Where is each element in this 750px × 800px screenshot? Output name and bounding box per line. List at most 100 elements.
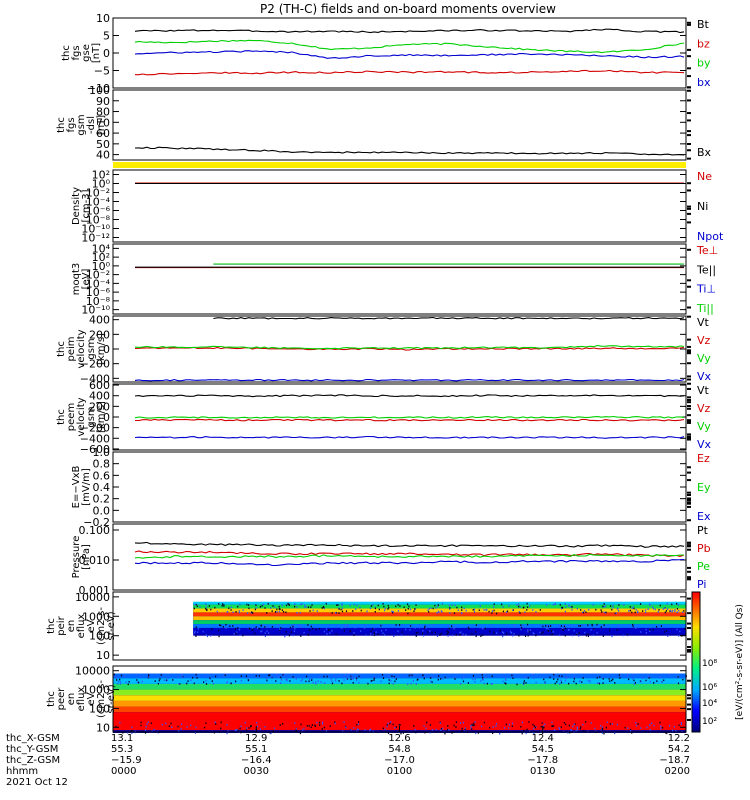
spectrogram-noise (281, 604, 283, 607)
y-tick-label: −600 (80, 443, 110, 456)
spectrogram-noise (120, 674, 123, 677)
spectrogram-noise (464, 676, 467, 679)
spectrogram-noise (341, 604, 343, 606)
spectrogram-noise (558, 634, 561, 637)
spectrogram-noise (609, 680, 611, 683)
spectrogram-noise (682, 611, 684, 613)
spectrogram-noise (617, 626, 619, 628)
spectrogram-noise (454, 626, 457, 629)
spectrogram-noise (293, 624, 295, 627)
spectrogram-noise (634, 681, 636, 684)
colorbar-tick-label: 10² (702, 717, 717, 727)
spectrogram-noise (333, 675, 335, 677)
y-tick-label: 10⁰ (92, 178, 111, 191)
spectrogram-noise (676, 608, 679, 610)
spectrogram-noise (237, 729, 239, 732)
series-line (134, 394, 685, 398)
panel-0: 10 5 0 −5 −10 thc fgs gse [nT] Bt bz by bx (61, 12, 711, 95)
spectrogram-noise (212, 683, 215, 685)
spectrogram-noise (115, 677, 117, 680)
spectrogram-noise (390, 721, 392, 723)
spectrogram-noise (680, 722, 682, 724)
spectrogram-noise (583, 729, 585, 732)
spectrogram-noise (451, 604, 453, 606)
spectrogram-noise (341, 610, 344, 613)
y-tick-label: 10⁻² (86, 187, 110, 200)
spectrogram-noise (503, 632, 505, 634)
spectrogram-noise (320, 681, 322, 683)
spectrogram-noise (252, 629, 254, 631)
x-tick-label: 54.5 (532, 744, 554, 755)
spectrogram-noise (251, 627, 254, 629)
series-line (134, 344, 685, 350)
y-axis-label-line: peem (66, 403, 77, 431)
spectrogram-noise (274, 611, 277, 613)
spectrogram-noise (502, 606, 504, 608)
spectrogram-band (113, 695, 686, 701)
spectrogram-noise (632, 677, 634, 680)
spectrogram-noise (254, 632, 256, 635)
spectrogram-noise (547, 627, 549, 630)
spectrogram-noise (234, 628, 237, 630)
y-tick-label: −5 (94, 65, 110, 78)
y-tick-label: 1000 (82, 610, 110, 623)
spectrogram-noise (563, 625, 565, 628)
spectrogram-noise (602, 727, 604, 730)
spectrogram-noise (579, 728, 581, 730)
spectrogram-noise (400, 732, 402, 735)
spectrogram-noise (195, 726, 197, 729)
y-tick-label: 10⁻⁴ (86, 196, 111, 209)
spectrogram-noise (304, 604, 306, 606)
spectrogram-noise (520, 625, 522, 628)
spectrogram-noise (568, 629, 570, 631)
spectrogram-noise (353, 727, 355, 729)
spectrogram-noise (527, 630, 529, 633)
spectrogram-noise (366, 610, 368, 613)
y-axis-label: thc peer en eflux eV (cm2-s-sr-eV) (46, 680, 117, 718)
spectrogram-noise (676, 602, 678, 605)
spectrogram-noise (505, 611, 508, 613)
spectrogram-noise (119, 682, 122, 685)
y-axis-label: E=−VxB [mV/m] (71, 466, 92, 509)
spectrogram-noise (630, 730, 632, 732)
spectrogram-noise (456, 606, 458, 609)
spectrogram-noise (480, 680, 482, 682)
spectrogram-noise (561, 606, 563, 609)
spectrogram-noise (227, 730, 229, 732)
spectrogram-noise (564, 624, 566, 627)
spectrogram-noise (446, 632, 448, 635)
spectrogram-noise (355, 676, 357, 679)
spectrogram-noise (409, 625, 412, 627)
spectrogram-noise (576, 727, 579, 730)
spectrogram-noise (562, 629, 564, 631)
spectrogram-noise (334, 722, 336, 725)
status-tick (687, 396, 691, 399)
spectrogram-noise (160, 674, 162, 676)
spectrogram-noise (279, 629, 281, 631)
spectrogram-noise (335, 677, 337, 680)
spectrogram-noise (274, 606, 276, 609)
spectrogram-noise (148, 674, 150, 676)
spectrogram-noise (649, 626, 651, 629)
spectrogram-noise (513, 624, 515, 627)
spectrogram-noise (675, 729, 677, 732)
legend-label: Ne (697, 170, 712, 183)
y-axis-label-line: velocity (76, 329, 87, 368)
y-axis-label: thc peem velocity gsm [km/s] (56, 397, 107, 436)
spectrogram-noise (334, 721, 336, 724)
spectrogram-noise (159, 678, 161, 680)
spectrogram-noise (585, 611, 587, 614)
spectrogram-noise (434, 604, 436, 607)
spectrogram-noise (532, 632, 534, 634)
spectrogram-noise (310, 606, 312, 608)
spectrogram-noise (214, 606, 216, 609)
spectrogram-noise (406, 603, 409, 606)
spectrogram-noise (478, 609, 480, 612)
y-axis-label: Density [cm-3] (71, 187, 92, 225)
spectrogram-noise (350, 675, 352, 678)
spectrogram-noise (424, 731, 426, 734)
spectrogram-noise (341, 603, 343, 605)
spectrogram-noise (575, 730, 577, 733)
spectrogram-noise (666, 602, 668, 605)
